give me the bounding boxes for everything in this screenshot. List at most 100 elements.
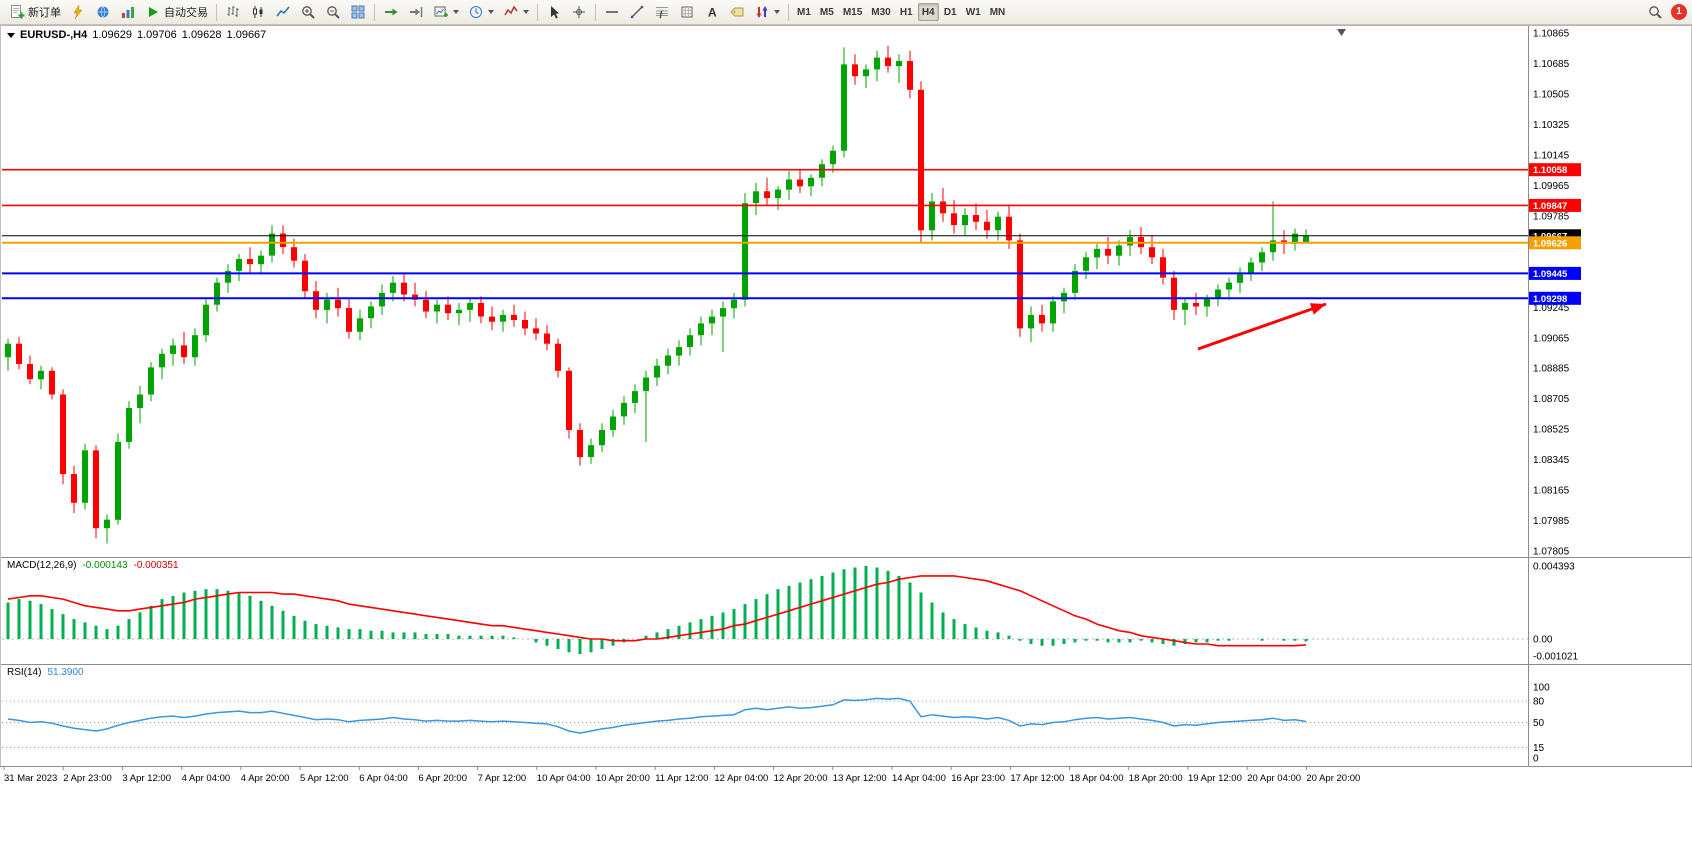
- line-chart-button[interactable]: [271, 2, 295, 22]
- svg-text:15: 15: [1533, 743, 1545, 754]
- signals-button[interactable]: [116, 2, 140, 22]
- cursor-button[interactable]: [542, 2, 566, 22]
- price-shift-marker[interactable]: [1337, 29, 1346, 36]
- price-tag[interactable]: [1529, 291, 1581, 305]
- chart-high-value: 1.09706: [137, 29, 177, 41]
- toolbar-separator: [216, 3, 217, 21]
- svg-text:-0.001021: -0.001021: [1533, 652, 1578, 663]
- grid-icon: [679, 4, 695, 20]
- svg-text:20 Apr 20:00: 20 Apr 20:00: [1306, 773, 1360, 784]
- horizontal-line-icon: [604, 4, 620, 20]
- svg-text:3 Apr 12:00: 3 Apr 12:00: [122, 773, 171, 784]
- tile-windows-button[interactable]: [346, 2, 370, 22]
- timeframe-H4[interactable]: H4: [917, 3, 939, 21]
- svg-text:12 Apr 20:00: 12 Apr 20:00: [774, 773, 828, 784]
- bars-chart-button[interactable]: [221, 2, 245, 22]
- autotrading-button[interactable]: 自动交易: [141, 2, 212, 22]
- lightning-button[interactable]: [66, 2, 90, 22]
- svg-text:19 Apr 12:00: 19 Apr 12:00: [1188, 773, 1242, 784]
- crosshair-button[interactable]: [567, 2, 591, 22]
- fibonacci-icon: ƒ: [654, 4, 670, 20]
- svg-text:1.10865: 1.10865: [1533, 29, 1570, 40]
- svg-text:18 Apr 20:00: 18 Apr 20:00: [1129, 773, 1183, 784]
- svg-text:13 Apr 12:00: 13 Apr 12:00: [833, 773, 887, 784]
- zoom-in-button[interactable]: [296, 2, 320, 22]
- svg-text:1.09445: 1.09445: [1533, 269, 1568, 280]
- price-tag[interactable]: [1529, 163, 1581, 177]
- period-dropdown[interactable]: [464, 2, 498, 22]
- new-chart-icon: [433, 4, 449, 20]
- timeframe-M5[interactable]: M5: [816, 3, 838, 21]
- tile-windows-icon: [350, 4, 366, 20]
- grid-tool[interactable]: [675, 2, 699, 22]
- price-tag[interactable]: [1529, 266, 1581, 280]
- crosshair-icon: [571, 4, 587, 20]
- timeframe-M30[interactable]: M30: [867, 3, 894, 21]
- rsi-panel-label: RSI(14) 51.3900: [7, 667, 84, 678]
- svg-text:1.07805: 1.07805: [1533, 547, 1570, 558]
- rsi-name: RSI(14): [7, 667, 42, 678]
- macd-panel-label: MACD(12,26,9) -0.000143 -0.000351: [7, 560, 179, 571]
- chart-open-value: 1.09629: [92, 29, 132, 41]
- timeframe-M15[interactable]: M15: [839, 3, 866, 21]
- timeframe-D1[interactable]: D1: [940, 3, 961, 21]
- timeframe-MN[interactable]: MN: [986, 3, 1010, 21]
- autotrading-label: 自动交易: [164, 7, 208, 19]
- timeframe-W1[interactable]: W1: [962, 3, 985, 21]
- arrows-dropdown[interactable]: [750, 2, 784, 22]
- svg-text:1.08165: 1.08165: [1533, 486, 1570, 497]
- chevron-down-icon: [453, 10, 459, 14]
- chart-shift-button[interactable]: [404, 2, 428, 22]
- auto-scroll-icon: [383, 4, 399, 20]
- chart-close-value: 1.09667: [226, 29, 267, 41]
- new-chart-dropdown[interactable]: [429, 2, 463, 22]
- timeframe-H1[interactable]: H1: [896, 3, 917, 21]
- toolbar-separator: [788, 3, 789, 21]
- svg-text:1.08885: 1.08885: [1533, 364, 1570, 375]
- svg-text:1.10505: 1.10505: [1533, 89, 1570, 100]
- svg-text:A: A: [708, 6, 717, 20]
- arrow-annotation[interactable]: [1197, 302, 1327, 351]
- toolbar-separator: [595, 3, 596, 21]
- indicators-icon: [503, 4, 519, 20]
- svg-text:20 Apr 04:00: 20 Apr 04:00: [1247, 773, 1301, 784]
- price-tag[interactable]: [1529, 236, 1581, 250]
- macd-panel-layer: 0.004393 0.00 -0.001021: [2, 562, 1578, 663]
- search-button[interactable]: [1643, 2, 1667, 22]
- macd-signal-value: -0.000351: [133, 560, 179, 571]
- time-axis-layer[interactable]: 31 Mar 2023 2 Apr 23:00 3 Apr 12:00 4 Apr 0…: [3, 767, 1360, 784]
- zoom-out-icon: [325, 4, 341, 20]
- auto-scroll-button[interactable]: [379, 2, 403, 22]
- price-tag[interactable]: [1529, 198, 1581, 212]
- svg-text:18 Apr 04:00: 18 Apr 04:00: [1070, 773, 1124, 784]
- svg-text:31 Mar 2023: 31 Mar 2023: [4, 773, 57, 784]
- toolbar-separator: [374, 3, 375, 21]
- price-lines-layer: 1.100581.098471.096671.096261.094451.092…: [2, 163, 1581, 305]
- text-label-tool[interactable]: [725, 2, 749, 22]
- chart-symbol-timeframe: EURUSD-,H4: [20, 29, 88, 41]
- globe-button[interactable]: [91, 2, 115, 22]
- svg-text:80: 80: [1533, 697, 1545, 708]
- svg-text:5 Apr 12:00: 5 Apr 12:00: [300, 773, 349, 784]
- chevron-down-icon: [488, 10, 494, 14]
- indicators-dropdown[interactable]: [499, 2, 533, 22]
- horizontal-line-tool[interactable]: [600, 2, 624, 22]
- text-tool[interactable]: A: [700, 2, 724, 22]
- chevron-down-icon: [523, 10, 529, 14]
- period-clock-icon: [468, 4, 484, 20]
- chart-menu-icon[interactable]: [7, 32, 15, 38]
- svg-text:0: 0: [1533, 754, 1539, 765]
- notification-badge[interactable]: 1: [1671, 4, 1687, 20]
- new-order-button[interactable]: 新订单: [5, 2, 65, 22]
- trendline-tool[interactable]: [625, 2, 649, 22]
- chevron-down-icon: [774, 10, 780, 14]
- fibonacci-tool[interactable]: ƒ: [650, 2, 674, 22]
- svg-text:1.08525: 1.08525: [1533, 425, 1570, 436]
- svg-text:1.09065: 1.09065: [1533, 333, 1570, 344]
- price-axis[interactable]: 1.10865 1.10685 1.10505 1.10325 1.10145 1.099…: [1533, 29, 1570, 558]
- candlestick-chart-button[interactable]: [246, 2, 270, 22]
- macd-name: MACD(12,26,9): [7, 560, 77, 571]
- timeframe-M1[interactable]: M1: [793, 3, 815, 21]
- zoom-out-button[interactable]: [321, 2, 345, 22]
